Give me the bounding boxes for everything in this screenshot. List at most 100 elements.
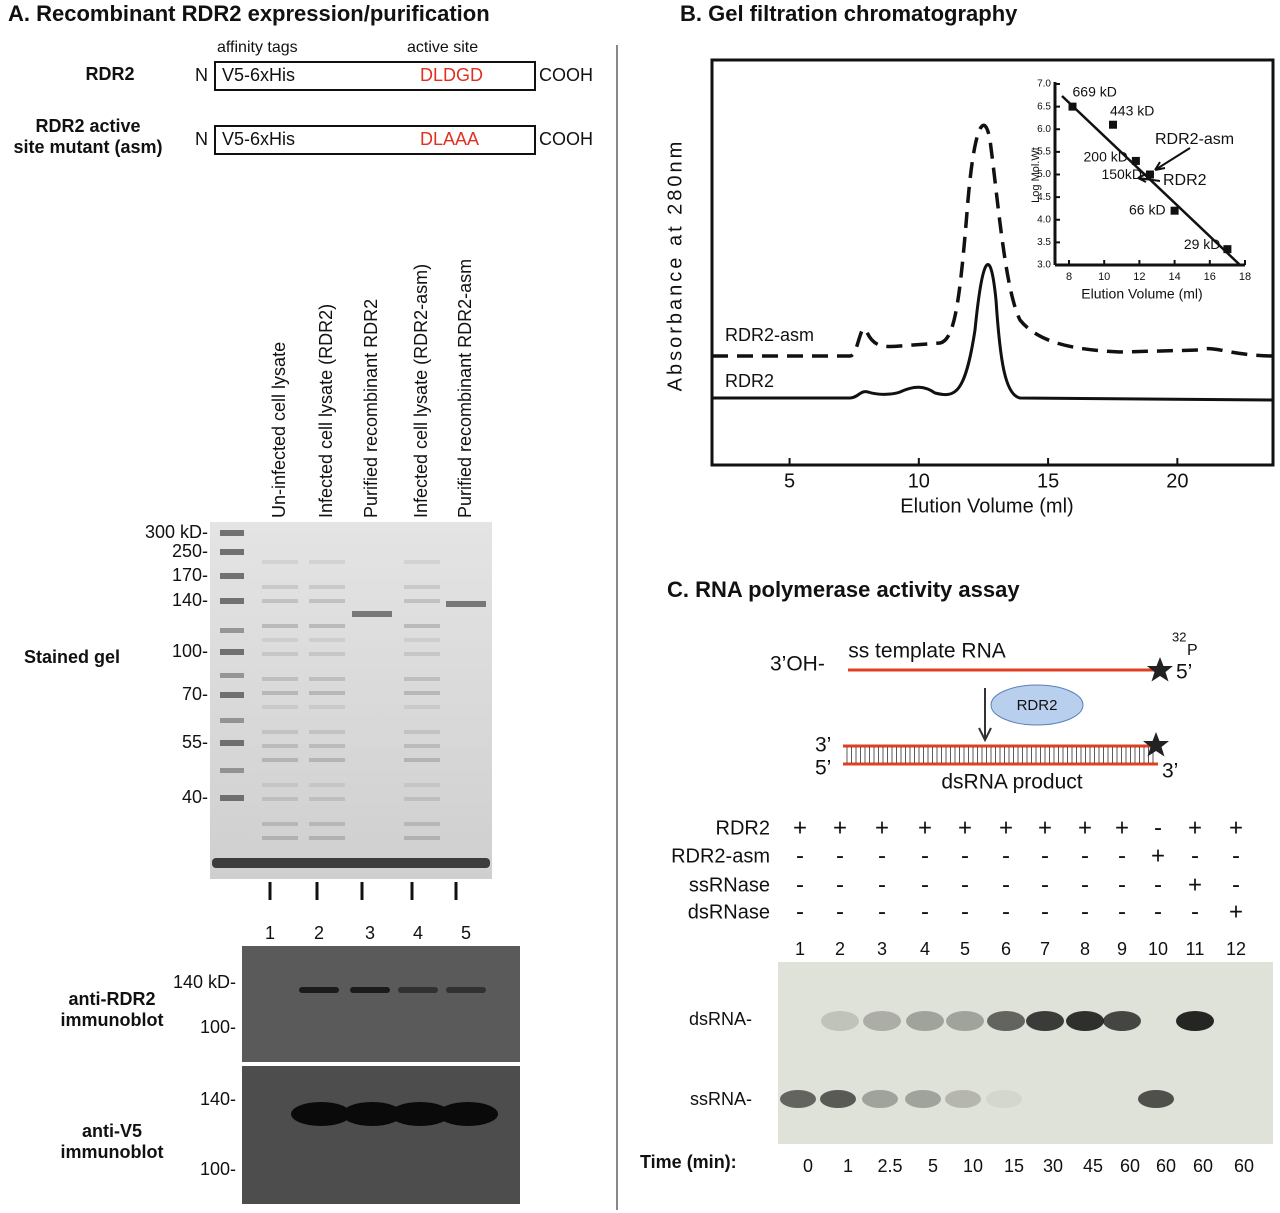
- end-label: 3’OH-: [770, 653, 825, 676]
- gel-band: [309, 836, 345, 840]
- condition-sign: -: [796, 842, 804, 869]
- tag: V5-6xHis: [222, 129, 295, 149]
- gel-band: [1066, 1011, 1104, 1031]
- condition-sign: -: [1081, 871, 1089, 898]
- condition-sign: -: [1002, 842, 1010, 869]
- x-tick-label: 5: [784, 470, 795, 492]
- gel-band: [262, 638, 298, 642]
- point-label: 200 kD: [1084, 149, 1128, 165]
- condition-sign: -: [1232, 842, 1240, 869]
- blot-band: [299, 987, 339, 993]
- n-term: N: [195, 129, 208, 149]
- mw-marker: 70-: [182, 684, 208, 704]
- ds-rna: [843, 744, 1158, 766]
- x-tick-label: 12: [1133, 271, 1145, 283]
- time-value: 0: [803, 1156, 813, 1176]
- lane-number: 1: [265, 923, 275, 943]
- band-label: dsRNA-: [689, 1009, 752, 1029]
- n-term: N: [195, 65, 208, 85]
- condition-sign: -: [1081, 842, 1089, 869]
- time-value: 2.5: [877, 1156, 902, 1176]
- strand-label: ss template RNA: [848, 640, 1006, 663]
- band-label: ssRNA-: [690, 1089, 752, 1109]
- ladder-band: [220, 649, 244, 655]
- gel-band: [404, 624, 440, 628]
- ladder-band: [220, 692, 244, 698]
- x-tick-label: 15: [1037, 470, 1059, 492]
- condition-sign: -: [1154, 871, 1162, 898]
- isotope-mass: 32: [1172, 629, 1186, 644]
- mw-marker: 55-: [182, 732, 208, 752]
- gel-band: [862, 1090, 898, 1108]
- lane-label: Un-infected cell lysate: [269, 342, 289, 518]
- gel-band: [986, 1090, 1022, 1108]
- mw-marker: 140-: [200, 1089, 236, 1109]
- axis-title: Log Mol.Wt: [1030, 147, 1042, 203]
- mw-marker: 250-: [172, 541, 208, 561]
- gel-band: [262, 730, 298, 734]
- condition-sign: -: [836, 842, 844, 869]
- time-value: 15: [1004, 1156, 1024, 1176]
- condition-sign: -: [1041, 842, 1049, 869]
- y-tick-label: 4.0: [1037, 214, 1051, 225]
- gel-band: [1176, 1011, 1214, 1031]
- condition-sign: -: [1191, 842, 1199, 869]
- condition-sign: +: [1151, 842, 1165, 869]
- gel-band: [262, 744, 298, 748]
- time-value: 60: [1120, 1156, 1140, 1176]
- gel-band: [404, 652, 440, 656]
- gel-band: [404, 822, 440, 826]
- blot-label: immunoblot: [61, 1010, 164, 1030]
- gel-band: [262, 677, 298, 681]
- point-label: 66 kD: [1129, 201, 1166, 217]
- gel-band: [1026, 1011, 1064, 1031]
- condition-sign: -: [1118, 898, 1126, 925]
- gel-band: [309, 758, 345, 762]
- condition-sign: -: [1191, 898, 1199, 925]
- blot-band: [291, 1102, 351, 1126]
- gel-band: [821, 1011, 859, 1031]
- gel-band: [404, 744, 440, 748]
- blot-band: [342, 1102, 402, 1126]
- y-tick-label: 6.5: [1037, 101, 1051, 112]
- condition-sign: +: [833, 814, 847, 841]
- marker: [1170, 206, 1179, 215]
- lane-number: 11: [1186, 939, 1205, 959]
- condition-sign: -: [921, 898, 929, 925]
- condition-sign: +: [958, 814, 972, 841]
- marker: [1145, 170, 1154, 179]
- ladder-band: [220, 549, 244, 555]
- lane-number: 2: [835, 939, 845, 959]
- blot-band: [390, 1102, 450, 1126]
- condition-sign: -: [878, 898, 886, 925]
- gel-band: [404, 638, 440, 642]
- header-label: affinity tags: [217, 39, 298, 56]
- mw-marker: 100-: [200, 1017, 236, 1037]
- gel-band: [309, 730, 345, 734]
- assay-gel: [778, 962, 1273, 1144]
- lane-number: 2: [314, 923, 324, 943]
- gel-band: [1103, 1011, 1141, 1031]
- gel-band: [309, 560, 345, 564]
- condition-sign: -: [1002, 871, 1010, 898]
- gel-band: [262, 836, 298, 840]
- condition-sign: +: [1188, 871, 1202, 898]
- c-term: COOH: [539, 129, 593, 149]
- condition-sign: -: [1154, 898, 1162, 925]
- gel-band: [404, 797, 440, 801]
- gel-band: [1138, 1090, 1174, 1108]
- gel-band: [780, 1090, 816, 1108]
- construct-name: site mutant (asm): [13, 137, 162, 157]
- enzyme-label: RDR2: [1017, 697, 1058, 714]
- gel-band: [262, 652, 298, 656]
- lane-number: 3: [877, 939, 887, 959]
- c-term: COOH: [539, 65, 593, 85]
- condition-sign: -: [836, 898, 844, 925]
- ladder-band: [220, 718, 244, 723]
- gel-band: [309, 652, 345, 656]
- annotation: RDR2-asm: [1155, 131, 1234, 148]
- gel-band: [404, 560, 440, 564]
- gel-band: [262, 783, 298, 787]
- condition-sign: -: [921, 871, 929, 898]
- lane-number: 4: [920, 939, 930, 959]
